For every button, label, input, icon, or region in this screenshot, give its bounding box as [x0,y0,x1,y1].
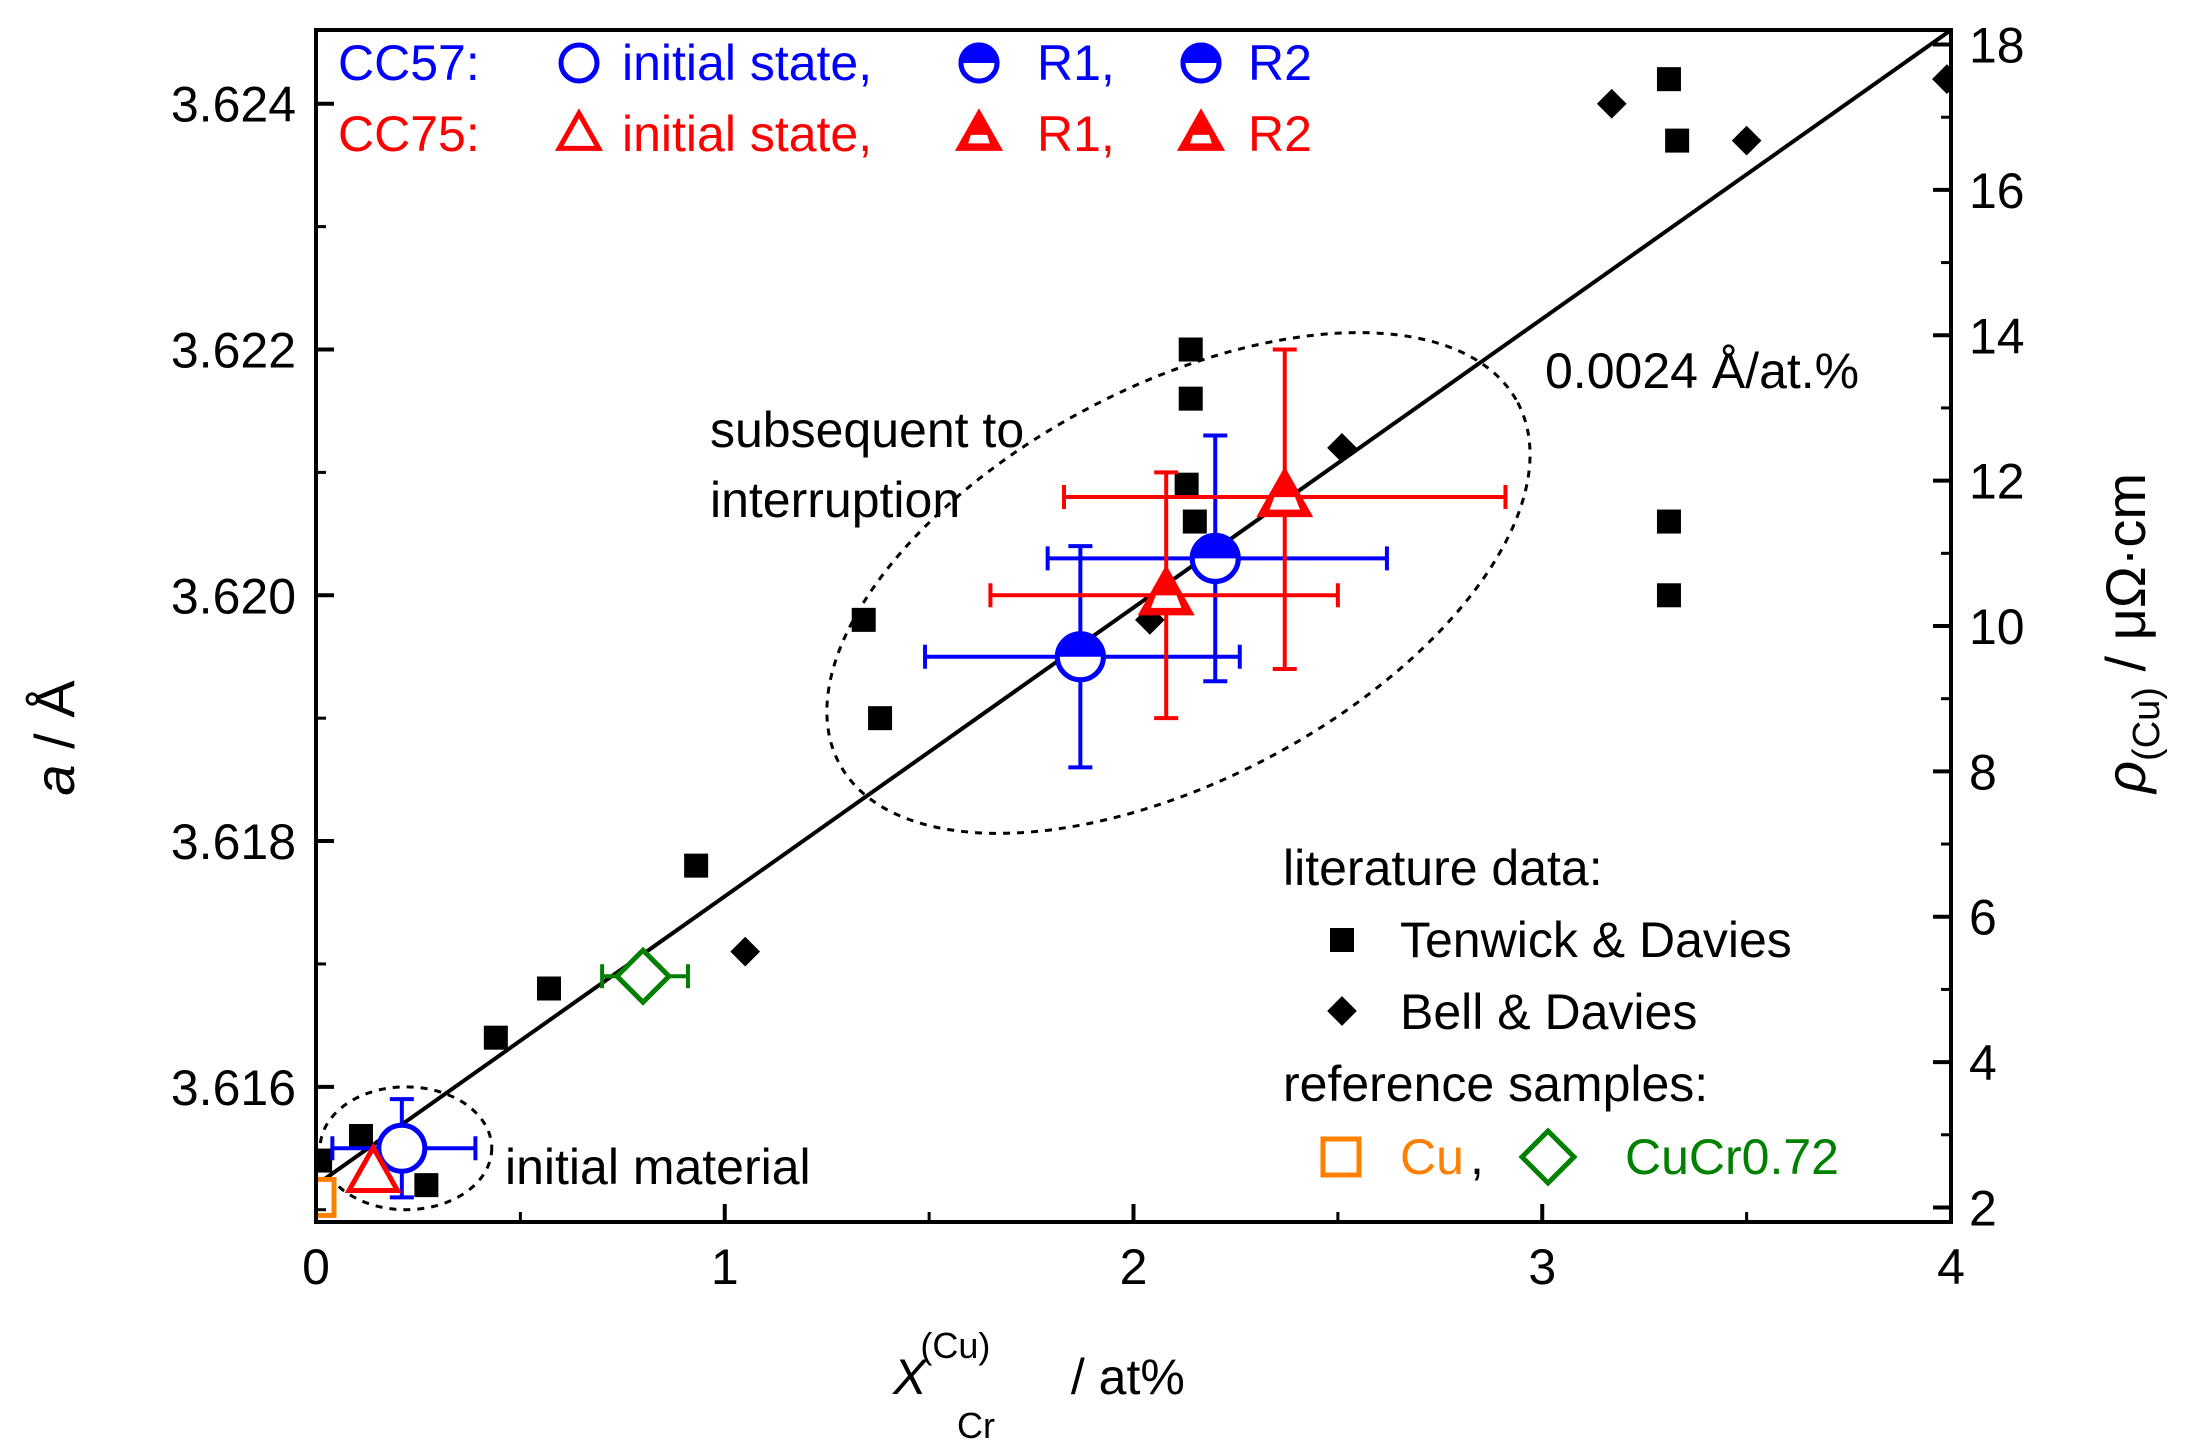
y-left-axis-label: a / Å [23,680,86,796]
legend-row1-r2-marker [1180,42,1222,84]
legend-row2-initial-label: initial state, [622,106,872,162]
y-right-tick-label-3: 8 [1969,744,1997,800]
tenwick-davies-point-2 [414,1173,439,1198]
y-right-tick-label-1: 4 [1969,1035,1997,1091]
legend-row1-initial-marker [558,42,600,84]
cc75-point-1 [1137,564,1195,616]
tenwick-davies-point-4 [536,976,561,1001]
bell-davies-point-5 [1932,64,1951,95]
y-right-tick-label-0: 2 [1969,1180,1997,1236]
legend-row1-r2-label: R2 [1248,35,1312,91]
y-left-tick-label-0: 3.616 [171,1060,296,1116]
bell-davies-point-3 [1596,88,1627,119]
legend-bell-label: Bell & Davies [1400,984,1697,1040]
y-left-tick-label-4: 3.624 [171,77,296,133]
bell-davies-point-0 [730,936,761,967]
y-right-tick-label-6: 14 [1969,308,2025,364]
x-tick-label-3: 3 [1528,1239,1556,1295]
legend-row2-r1-marker [954,108,1004,151]
cc75-point-2 [1256,466,1314,518]
tenwick-davies-point-10 [1174,472,1199,497]
initial-material-annotation: initial material [505,1139,811,1195]
legend-reference-heading: reference samples: [1283,1056,1708,1112]
interruption-ellipse [825,331,1532,835]
tenwick-davies-point-8 [1178,337,1203,362]
legend-row1-prefix: CC57: [338,35,480,91]
legend-row2-initial-marker [554,108,604,151]
legend-row1-r1-label: R1, [1037,35,1115,91]
tenwick-davies-point-9 [1178,386,1203,411]
y-right-tick-label-8: 18 [1969,18,2025,74]
x-tick-label-2: 2 [1120,1239,1148,1295]
legend-row1-initial-label: initial state, [622,35,872,91]
legend-tenwick-marker [1330,928,1354,952]
slope-annotation: 0.0024 Å/at.% [1545,343,1859,399]
cucr0-72-reference-point-0 [613,946,673,1006]
cu-reference-point-0 [316,1176,337,1218]
y-right-tick-label-5: 12 [1969,454,2025,510]
y-right-tick-label-2: 6 [1969,890,1997,946]
legend-bell-marker [1327,996,1357,1026]
fit-line [316,30,1951,1187]
legend-literature-heading: literature data: [1283,840,1603,896]
y-left-tick-label-1: 3.618 [171,814,296,870]
tenwick-davies-point-0 [316,1148,333,1173]
y-left-tick-label-3: 3.622 [171,323,296,379]
legend-cucr-marker [1518,1127,1578,1187]
bell-davies-point-2 [1327,432,1357,463]
plot-frame [314,28,1953,1224]
legend-cu-label: Cu [1400,1129,1464,1185]
x-axis-label: X(Cu) Cr / at% [892,1325,1185,1444]
initial-material-ellipse [318,1085,494,1212]
y-right-axis-label: ρ(Cu) / μΩ·cm [2094,473,2168,795]
legend-tenwick-label: Tenwick & Davies [1400,912,1792,968]
tenwick-davies-point-5 [684,853,709,878]
legend-row2-r2-marker [1176,108,1226,151]
cc57-point-1 [1054,631,1106,683]
bell-davies-point-4 [1731,125,1762,156]
legend-cucr-label: CuCr0.72 [1625,1129,1839,1185]
legend-row2-r1-label: R1, [1037,106,1115,162]
cc57-point-2 [1189,532,1241,584]
subsequent-annotation-line1: subsequent to [710,402,1024,458]
legend-row1-r1-marker [958,42,1000,84]
tenwick-davies-point-14 [1656,509,1681,534]
x-tick-label-1: 1 [711,1239,739,1295]
tenwick-davies-point-13 [1665,128,1690,153]
tenwick-davies-point-1 [348,1123,373,1148]
legend-cu-marker [1320,1136,1362,1178]
tenwick-davies-point-11 [1182,509,1207,534]
legend-row2-prefix: CC75: [338,106,480,162]
tenwick-davies-point-6 [851,607,876,632]
tenwick-davies-point-12 [1656,67,1681,92]
y-right-tick-label-7: 16 [1969,163,2025,219]
x-tick-label-0: 0 [302,1239,330,1295]
legend-comma: , [1470,1129,1484,1185]
cc57-point-0 [376,1122,428,1174]
subsequent-annotation-line2: interruption [710,472,960,528]
y-right-tick-label-4: 10 [1969,599,2025,655]
cc75-point-0 [344,1142,402,1193]
x-tick-label-4: 4 [1937,1239,1965,1295]
tenwick-davies-point-3 [483,1025,508,1050]
legend-row2-r2-label: R2 [1248,106,1312,162]
tenwick-davies-point-7 [868,706,893,731]
y-left-tick-label-2: 3.620 [171,568,296,624]
tenwick-davies-point-15 [1656,583,1681,608]
